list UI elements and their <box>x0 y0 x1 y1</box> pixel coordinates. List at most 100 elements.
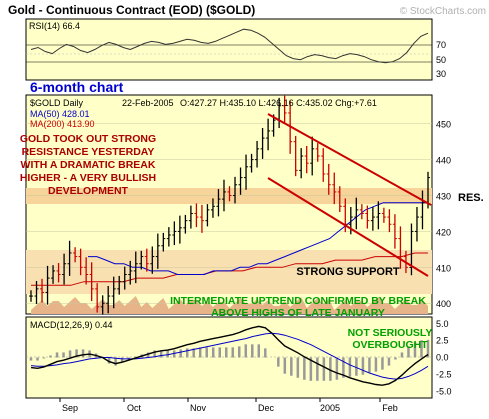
price-bar <box>392 214 397 249</box>
price-bar <box>315 143 320 162</box>
price-bar <box>227 186 232 202</box>
price-bar <box>343 198 348 233</box>
price-bar <box>199 204 204 233</box>
price-bar <box>183 214 188 234</box>
price-bar <box>117 275 122 295</box>
price-bar <box>40 278 45 303</box>
price-tick-label: 420 <box>436 227 451 237</box>
price-bar <box>359 204 364 220</box>
price-bar <box>177 215 182 244</box>
price-bar <box>381 207 386 223</box>
channel-upper-line <box>267 113 432 206</box>
price-bar <box>249 153 254 173</box>
price-bar <box>89 262 94 302</box>
price-bar <box>95 283 100 313</box>
price-bar <box>45 265 50 305</box>
price-bar <box>29 290 33 302</box>
price-bar <box>172 221 177 246</box>
price-bar <box>78 248 83 276</box>
price-bar <box>111 276 116 309</box>
price-bar <box>387 209 392 233</box>
price-bar <box>376 201 381 230</box>
macd-tick-label: -5.0 <box>436 386 452 396</box>
price-bar <box>155 233 160 269</box>
price-bar <box>282 95 287 124</box>
rsi-frame <box>25 18 433 81</box>
price-bar <box>73 247 78 263</box>
price-ohlc: O:427.27 H:435.10 L:426.16 C:435.02 Chg:… <box>180 98 377 108</box>
price-bar <box>420 190 425 230</box>
price-date: 22-Feb-2005 <box>122 98 174 108</box>
price-bar <box>414 207 419 242</box>
price-bar <box>365 205 370 229</box>
x-tick-label: Nov <box>190 403 207 413</box>
price-bar <box>150 246 155 274</box>
price-bar <box>166 227 171 247</box>
x-tick-label: 2005 <box>320 403 340 413</box>
price-bar <box>304 145 309 174</box>
macd-tick-label: 0.0 <box>436 353 449 363</box>
price-bar <box>216 189 221 217</box>
price-bar <box>244 154 249 190</box>
macd-frame <box>25 316 433 399</box>
support-label: STRONG SUPPORT <box>296 266 400 278</box>
chart-title: Gold - Continuous Contract (EOD) ($GOLD) <box>8 3 255 17</box>
rsi-tick-50: 50 <box>436 55 446 65</box>
rsi-tick-70: 70 <box>436 40 446 50</box>
price-bar <box>337 186 342 213</box>
price-bar <box>332 172 337 205</box>
ma200-label: MA(200) 413.90 <box>30 119 95 129</box>
price-bar <box>255 140 260 168</box>
stockcharts-watermark: © StockCharts.com <box>400 6 486 17</box>
price-tick-label: 400 <box>436 299 451 309</box>
rsi-line <box>30 28 429 64</box>
rsi-tick-30: 30 <box>436 69 446 79</box>
channel-lower-line <box>267 177 429 277</box>
uptrend-annotation: INTERMEDIATE UPTREND CONFIRMED BY BREAK A… <box>170 295 426 319</box>
price-bar <box>133 251 138 284</box>
price-bar <box>144 248 149 272</box>
price-bar <box>354 197 359 230</box>
price-bar <box>188 205 193 229</box>
macd-panel: MACD(12,26,9) 0.44 NOT SERIOUSLY OVERBOUG… <box>25 316 452 399</box>
macd-main-line <box>30 325 429 386</box>
price-bar <box>205 204 210 227</box>
macd-tick-label: 2.5 <box>436 336 449 346</box>
price-bar <box>260 128 265 159</box>
macd-ticks: 5.0 2.5 0.0 -2.5 -5.0 <box>436 319 452 397</box>
price-bar <box>100 295 105 315</box>
volume-area <box>31 296 428 314</box>
price-tick-label: 450 <box>436 120 451 130</box>
price-tick-label: 440 <box>436 156 451 166</box>
overbought-annotation: NOT SERIOUSLY OVERBOUGHT <box>348 327 433 351</box>
price-bar <box>51 265 56 284</box>
price-bar <box>34 280 39 304</box>
price-bar <box>128 260 133 285</box>
macd-signal-line <box>30 332 429 380</box>
price-bar <box>139 250 144 270</box>
x-tick-label: Oct <box>127 403 142 413</box>
price-bar <box>84 257 89 285</box>
resistance-label: RES. <box>458 192 484 204</box>
macd-tick-label: 5.0 <box>436 319 449 329</box>
price-bar <box>210 198 215 218</box>
rsi-label: RSI(14) 66.4 <box>29 21 80 31</box>
price-bar <box>326 163 331 195</box>
price-bar <box>106 285 111 314</box>
support-band <box>26 250 432 294</box>
price-bar <box>398 226 403 269</box>
x-axis: Sep Oct Nov Dec 2005 Feb <box>59 398 398 413</box>
ma50-line <box>88 202 428 275</box>
x-tick-label: Dec <box>258 403 275 413</box>
price-bar <box>293 135 298 177</box>
macd-label: MACD(12,26,9) 0.44 <box>30 320 113 330</box>
price-bar <box>221 179 226 212</box>
price-symbol: $GOLD Daily <box>30 98 84 108</box>
price-bar <box>67 240 72 276</box>
rsi-panel: RSI(14) 66.4 70 50 30 6-month chart <box>25 18 446 95</box>
price-tick-label: 410 <box>436 263 451 273</box>
price-bar <box>122 266 127 290</box>
price-bars <box>29 95 430 315</box>
breakout-annotation: GOLD TOOK OUT STRONG RESISTANCE YESTERDAY… <box>20 133 156 197</box>
price-ticks: 450 440 430 420 410 400 <box>436 120 451 310</box>
